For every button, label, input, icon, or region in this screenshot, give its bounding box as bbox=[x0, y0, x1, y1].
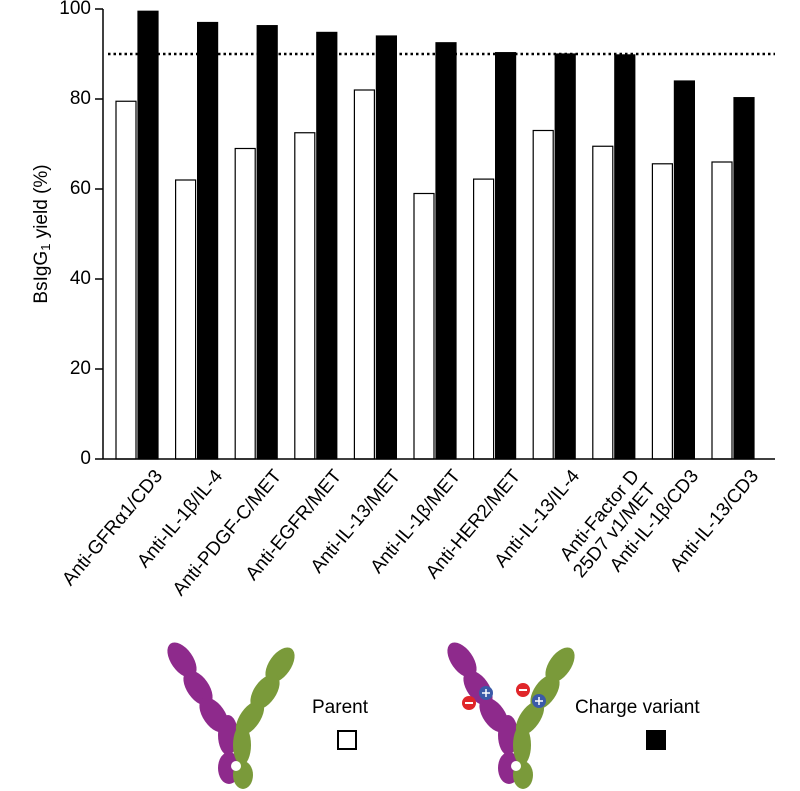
y-axis-label: BsIgG1 yield (%) bbox=[31, 164, 53, 303]
bar bbox=[651, 163, 674, 460]
bar bbox=[532, 129, 554, 460]
y-label-part: BsIgG bbox=[31, 251, 52, 304]
bar bbox=[495, 52, 517, 460]
y-tick-label: 40 bbox=[70, 268, 91, 289]
bar bbox=[673, 80, 696, 460]
y-tick-label: 80 bbox=[70, 88, 91, 109]
bar bbox=[316, 31, 338, 460]
y-label-sub: 1 bbox=[38, 244, 53, 251]
bar bbox=[733, 97, 755, 460]
legend-swatch bbox=[646, 730, 666, 750]
bar bbox=[197, 21, 219, 460]
y-tick-label: 20 bbox=[70, 358, 91, 379]
bar bbox=[413, 192, 435, 460]
bar bbox=[435, 42, 457, 460]
bar bbox=[115, 100, 137, 460]
bar bbox=[137, 10, 159, 460]
parent-antibody-icon bbox=[167, 642, 295, 789]
bar bbox=[175, 179, 197, 460]
bar bbox=[614, 54, 636, 460]
bar bbox=[353, 89, 375, 460]
bar bbox=[234, 147, 256, 460]
bar bbox=[294, 132, 316, 460]
y-tick-label: 60 bbox=[70, 178, 91, 199]
bar bbox=[256, 25, 278, 460]
variant-antibody-icon bbox=[447, 642, 575, 789]
legend-label: Parent bbox=[312, 697, 369, 718]
legend-swatch bbox=[337, 730, 357, 750]
bar bbox=[473, 178, 495, 460]
y-label-part: yield (%) bbox=[31, 164, 52, 243]
bar bbox=[375, 35, 397, 460]
y-tick-label: 100 bbox=[59, 0, 91, 19]
bar bbox=[592, 145, 614, 460]
legend-label: Charge variant bbox=[575, 697, 700, 718]
y-tick-label: 0 bbox=[80, 448, 91, 469]
bar bbox=[711, 161, 733, 460]
bar bbox=[554, 53, 576, 460]
